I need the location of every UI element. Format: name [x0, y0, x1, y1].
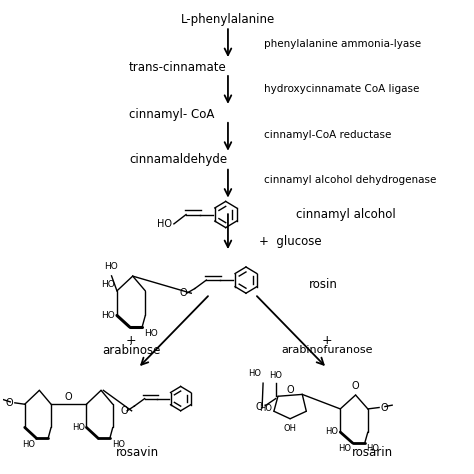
Text: O: O: [381, 402, 388, 412]
Text: O: O: [65, 392, 73, 402]
Text: cinnamyl alcohol: cinnamyl alcohol: [295, 208, 395, 221]
Text: rosarin: rosarin: [352, 446, 392, 459]
Text: O: O: [255, 402, 263, 412]
Text: HO: HO: [337, 444, 351, 453]
Text: HO: HO: [104, 262, 118, 271]
Text: O: O: [352, 381, 359, 391]
Text: OH: OH: [283, 424, 297, 433]
Text: cinnamyl-CoA reductase: cinnamyl-CoA reductase: [264, 130, 392, 140]
Text: +: +: [322, 334, 332, 346]
Text: HO: HO: [366, 444, 380, 453]
Text: O: O: [179, 288, 187, 298]
Text: HO: HO: [22, 440, 35, 449]
Text: hydroxycinnamate CoA ligase: hydroxycinnamate CoA ligase: [264, 84, 419, 94]
Text: O: O: [286, 385, 294, 395]
Text: rosin: rosin: [309, 278, 338, 292]
Text: HO: HO: [145, 329, 158, 338]
Text: phenylalanine ammonia-lyase: phenylalanine ammonia-lyase: [264, 38, 421, 48]
Text: HO: HO: [248, 369, 261, 378]
Text: arabinofuranose: arabinofuranose: [281, 346, 373, 356]
Text: +: +: [126, 334, 137, 346]
Text: HO: HO: [101, 280, 115, 289]
Text: HO: HO: [269, 371, 282, 380]
Text: trans-cinnamate: trans-cinnamate: [129, 61, 227, 74]
Text: cinnamyl- CoA: cinnamyl- CoA: [129, 108, 214, 121]
Text: O: O: [120, 406, 128, 416]
Text: L-phenylalanine: L-phenylalanine: [181, 13, 275, 26]
Text: arabinose: arabinose: [102, 344, 160, 357]
Text: HO: HO: [101, 311, 115, 320]
Text: HO: HO: [326, 427, 338, 436]
Text: cinnamaldehyde: cinnamaldehyde: [129, 153, 227, 166]
Text: HO: HO: [157, 219, 172, 229]
Text: HO: HO: [112, 440, 125, 449]
Text: O: O: [6, 398, 13, 408]
Text: HO: HO: [259, 404, 272, 413]
Text: HO: HO: [72, 423, 85, 432]
Text: +  glucose: + glucose: [259, 235, 322, 248]
Text: cinnamyl alcohol dehydrogenase: cinnamyl alcohol dehydrogenase: [264, 175, 437, 185]
Text: rosavin: rosavin: [116, 446, 159, 459]
